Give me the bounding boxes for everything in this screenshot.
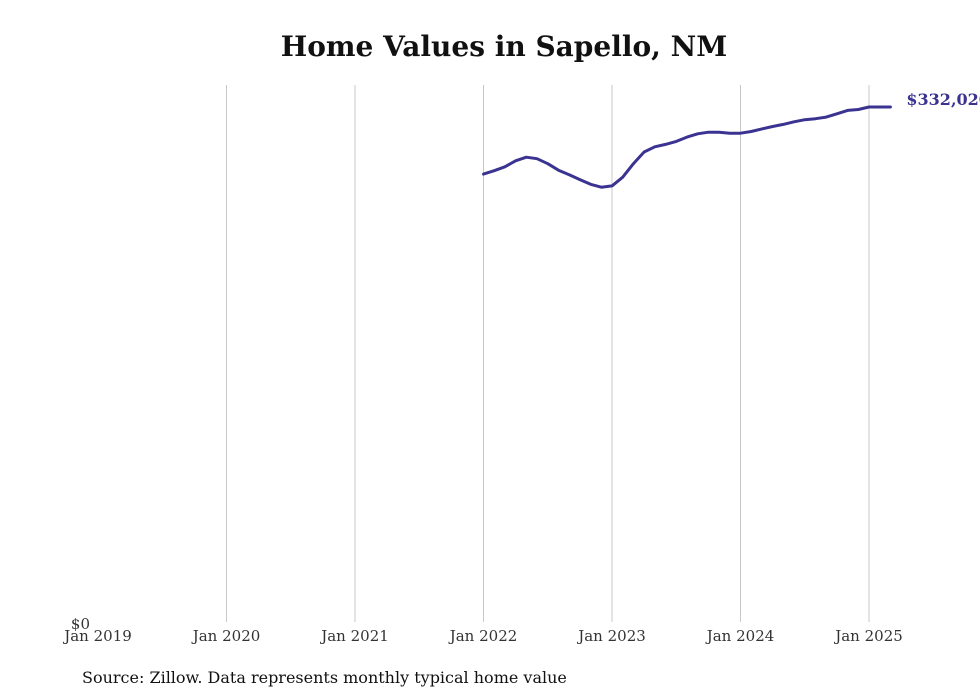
chart-title: Home Values in Sapello, NM [280,30,728,63]
x-tick-label: Jan 2024 [705,627,775,645]
gridlines [226,85,870,622]
y-tick-label: $0 [71,615,90,633]
end-value-label: $332,020 [906,90,980,109]
x-tick-label: Jan 2019 [62,627,132,645]
x-tick-label: Jan 2025 [833,627,903,645]
tick-labels: Jan 2019 Jan 2020 Jan 2021 Jan 2022 Jan 2023… [62,615,903,645]
x-tick-label: Jan 2021 [319,627,389,645]
x-tick-label: Jan 2023 [576,627,646,645]
series-layer: $332,020 [482,90,980,189]
x-tick-label: Jan 2022 [448,627,518,645]
x-tick-label: Jan 2020 [191,627,261,645]
source-note: Source: Zillow. Data represents monthly … [82,668,567,687]
series-line-0 [482,105,892,189]
